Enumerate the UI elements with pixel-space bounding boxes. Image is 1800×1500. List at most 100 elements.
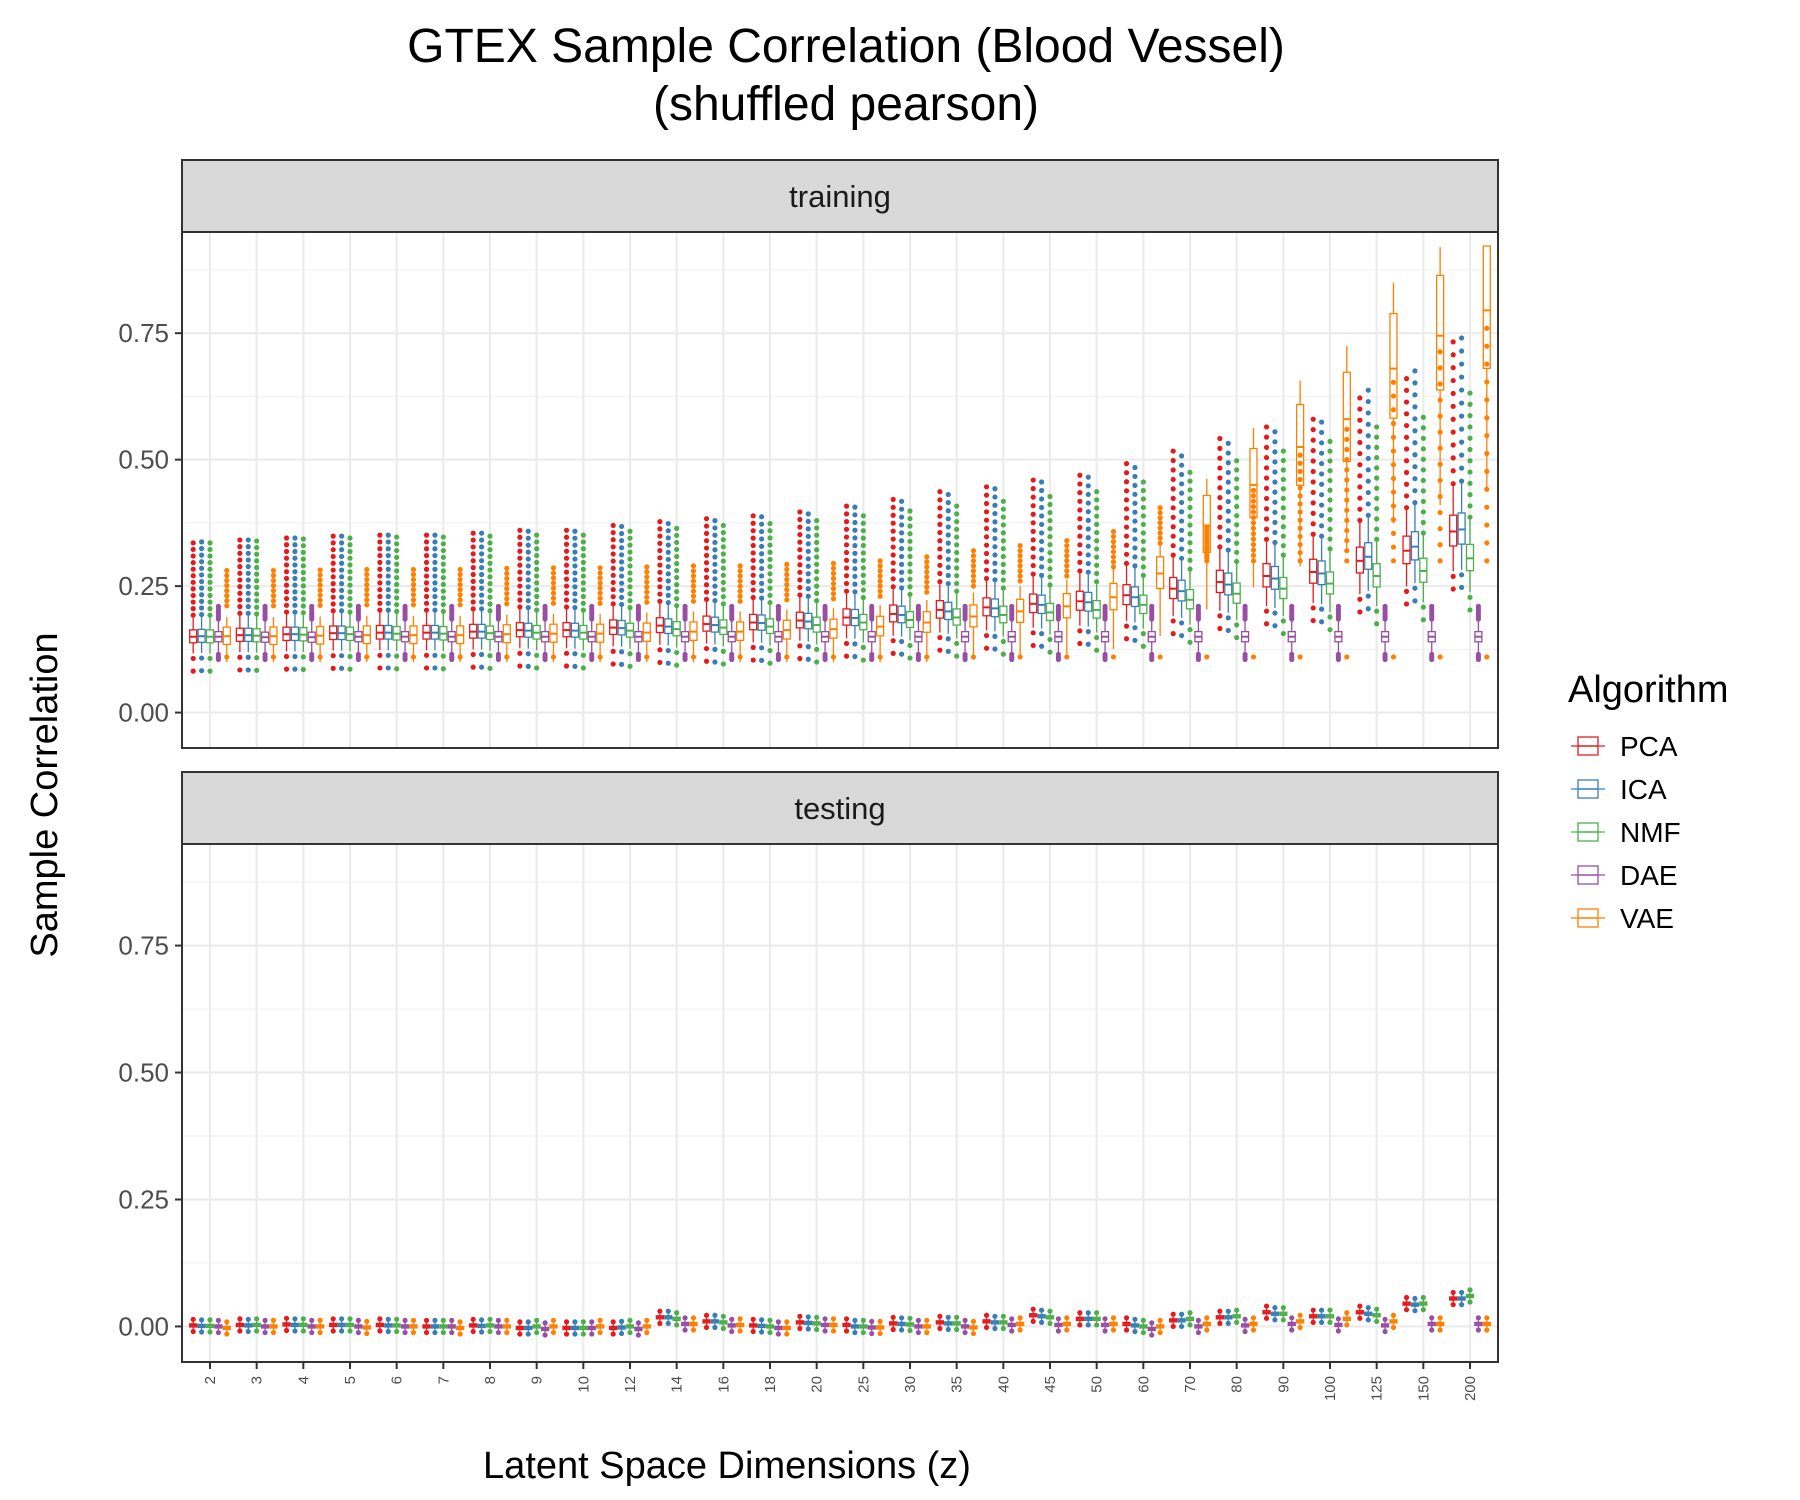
- outlier-point: [1374, 465, 1380, 471]
- outlier-point: [1459, 1302, 1465, 1308]
- box-nmf: [765, 520, 775, 666]
- outlier-point: [690, 593, 697, 599]
- outlier-point: [1123, 551, 1130, 557]
- outlier-point: [470, 651, 476, 658]
- outlier-point: [283, 555, 290, 561]
- outlier-point: [423, 1329, 430, 1336]
- outlier-point: [890, 584, 896, 590]
- outlier-point: [589, 1331, 595, 1337]
- outlier-point: [1357, 517, 1363, 523]
- y-tick-label: 0.00: [118, 698, 169, 728]
- box-vae: [829, 560, 838, 662]
- outlier-point: [1319, 481, 1325, 487]
- outlier-point: [1030, 642, 1036, 649]
- outlier-point: [1030, 486, 1036, 492]
- outlier-point: [1437, 654, 1443, 660]
- box-pca: [842, 503, 851, 659]
- outlier-point: [1450, 352, 1456, 358]
- outlier-point: [1297, 468, 1303, 474]
- box-nmf: [1465, 1287, 1475, 1305]
- outlier-point: [199, 1317, 205, 1323]
- outlier-point: [300, 549, 306, 555]
- outlier-point: [423, 566, 430, 572]
- outlier-point: [1437, 558, 1443, 564]
- outlier-point: [457, 566, 463, 573]
- outlier-point: [394, 608, 400, 615]
- outlier-point: [292, 602, 298, 608]
- outlier-point: [580, 665, 586, 671]
- outlier-point: [610, 572, 616, 578]
- outlier-point: [1110, 654, 1117, 660]
- outlier-point: [1157, 540, 1163, 546]
- outlier-point: [597, 580, 603, 586]
- outlier-point: [1272, 509, 1278, 515]
- outlier-point: [814, 525, 820, 531]
- box-vae: [549, 565, 558, 662]
- outlier-point: [852, 527, 858, 533]
- outlier-point: [1225, 460, 1231, 466]
- box-vae: [875, 1318, 885, 1337]
- outlier-point: [830, 1316, 837, 1322]
- outlier-point: [899, 1327, 905, 1333]
- outlier-point: [385, 587, 391, 593]
- outlier-point: [644, 579, 650, 585]
- outlier-point: [1327, 468, 1333, 474]
- outlier-point: [245, 544, 251, 550]
- outlier-point: [1374, 485, 1380, 491]
- outlier-point: [644, 569, 650, 575]
- outlier-point: [869, 1330, 875, 1337]
- outlier-point: [517, 541, 523, 547]
- outlier-point: [292, 1328, 298, 1334]
- outlier-point: [457, 602, 463, 608]
- outlier-point: [1450, 1289, 1456, 1296]
- outlier-point: [300, 596, 306, 602]
- box-vae: [1015, 1315, 1025, 1333]
- outlier-point: [525, 556, 531, 562]
- outlier-point: [869, 603, 875, 609]
- outlier-point: [237, 584, 243, 590]
- box-ica: [1037, 479, 1046, 649]
- outlier-point: [1187, 1322, 1193, 1328]
- outlier-point: [937, 546, 943, 552]
- outlier-point: [657, 562, 663, 568]
- outlier-point: [237, 654, 243, 660]
- outlier-point: [657, 659, 663, 666]
- outlier-point: [487, 574, 493, 580]
- box-ica: [1084, 474, 1093, 647]
- outlier-point: [1217, 524, 1223, 530]
- outlier-point: [1039, 643, 1045, 649]
- panel-background: [182, 232, 1498, 748]
- outlier-point: [1412, 464, 1418, 470]
- outlier-point: [470, 599, 476, 605]
- outlier-point: [1365, 387, 1371, 393]
- outlier-point: [432, 587, 438, 593]
- outlier-point: [843, 1316, 850, 1322]
- outlier-point: [1365, 1305, 1371, 1311]
- outlier-point: [597, 575, 603, 581]
- outlier-point: [487, 653, 493, 659]
- outlier-point: [877, 1318, 883, 1324]
- outlier-point: [300, 583, 306, 589]
- outlier-point: [517, 597, 523, 603]
- outlier-point: [1475, 1327, 1481, 1333]
- box-dae: [820, 603, 830, 663]
- outlier-point: [1403, 1307, 1410, 1313]
- outlier-point: [1187, 548, 1193, 555]
- outlier-point: [1085, 1310, 1091, 1316]
- outlier-point: [1280, 476, 1286, 483]
- outlier-point: [470, 664, 476, 670]
- box-dae: [1240, 603, 1250, 663]
- outlier-point: [644, 574, 650, 580]
- legend-label: VAE: [1620, 903, 1674, 934]
- outlier-point: [563, 534, 570, 540]
- outlier-point: [619, 580, 625, 586]
- outlier-point: [682, 1315, 688, 1321]
- outlier-point: [712, 576, 718, 582]
- outlier-point: [300, 654, 306, 660]
- outlier-point: [992, 510, 998, 517]
- outlier-point: [1475, 603, 1481, 609]
- outlier-point: [254, 591, 260, 597]
- outlier-point: [1420, 604, 1426, 610]
- outlier-point: [432, 532, 438, 538]
